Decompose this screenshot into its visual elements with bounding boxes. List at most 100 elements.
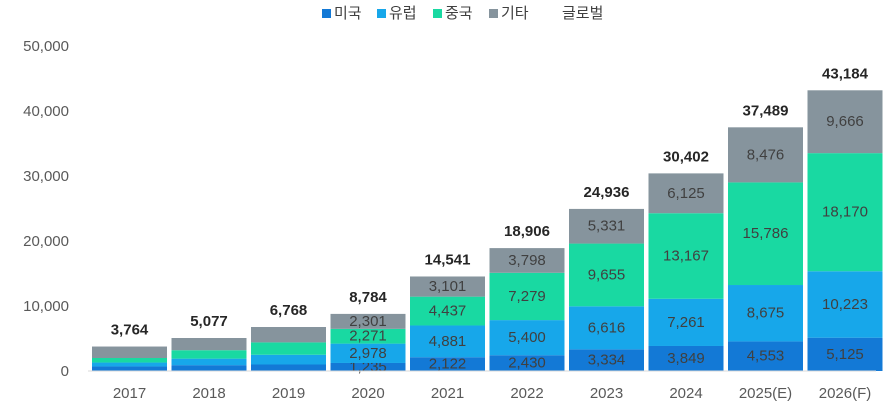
segment-value-label: 4,881 bbox=[429, 333, 467, 350]
bar-segment bbox=[489, 355, 565, 371]
total-value-label: 3,764 bbox=[111, 322, 149, 339]
total-value-label: 18,906 bbox=[504, 223, 550, 240]
segment-value-label: 18,170 bbox=[822, 204, 868, 221]
legend-swatch bbox=[377, 9, 386, 18]
bar-segment bbox=[569, 349, 644, 371]
segment-value-label: 2,122 bbox=[429, 356, 467, 373]
legend-swatch bbox=[489, 9, 498, 18]
total-value-label: 30,402 bbox=[663, 148, 709, 165]
bar-segment bbox=[251, 342, 326, 355]
bar-segment bbox=[171, 358, 247, 366]
y-tick-label: 10,000 bbox=[23, 298, 69, 315]
total-value-label: 8,784 bbox=[349, 289, 387, 306]
bar-segment bbox=[92, 362, 167, 367]
bar-segment bbox=[728, 285, 803, 342]
segment-value-label: 3,101 bbox=[429, 278, 467, 295]
segment-value-label: 8,476 bbox=[747, 146, 785, 163]
segment-value-label: 8,675 bbox=[747, 305, 785, 322]
bar-segment bbox=[728, 182, 803, 286]
segment-value-label: 5,331 bbox=[588, 218, 626, 235]
x-tick-label: 2020 bbox=[351, 385, 384, 402]
bar-segment bbox=[410, 357, 485, 371]
bar-segment bbox=[92, 366, 167, 371]
bar-segment bbox=[251, 327, 326, 343]
bar-segment bbox=[569, 243, 644, 307]
y-tick-label: 0 bbox=[61, 363, 69, 380]
bar-segment bbox=[92, 346, 167, 358]
legend-label: 글로벌 bbox=[562, 5, 603, 22]
bar-segment bbox=[807, 90, 883, 154]
bar-segment bbox=[489, 248, 565, 273]
segment-value-label: 3,334 bbox=[588, 352, 626, 369]
bar-segment bbox=[171, 350, 247, 359]
bar-segment bbox=[330, 328, 406, 344]
segment-value-label: 2,301 bbox=[349, 313, 387, 330]
segment-value-label: 2,978 bbox=[349, 345, 387, 362]
x-tick-label: 2023 bbox=[590, 385, 623, 402]
x-tick-label: 2026(F) bbox=[819, 385, 872, 402]
total-value-label: 6,768 bbox=[270, 302, 308, 319]
bar-segment bbox=[807, 153, 883, 272]
segment-value-label: 9,655 bbox=[588, 266, 626, 283]
bar-segment bbox=[330, 343, 406, 363]
bar-segment bbox=[648, 298, 724, 346]
bar-segment bbox=[92, 358, 167, 363]
segment-value-label: 2,271 bbox=[349, 328, 387, 345]
bar-segment bbox=[569, 208, 644, 244]
total-value-label: 14,541 bbox=[425, 251, 471, 268]
segment-value-label: 6,616 bbox=[588, 319, 626, 336]
bar-segment bbox=[728, 127, 803, 183]
segment-value-label: 5,400 bbox=[508, 329, 546, 346]
bar-segment bbox=[171, 365, 247, 371]
legend-label: 중국 bbox=[445, 5, 473, 22]
bar-segment bbox=[410, 325, 485, 358]
x-tick-label: 2019 bbox=[272, 385, 305, 402]
segment-value-label: 2,430 bbox=[508, 355, 546, 372]
bar-segment bbox=[410, 296, 485, 326]
segment-value-label: 3,798 bbox=[508, 252, 546, 269]
segment-value-label: 7,279 bbox=[508, 288, 546, 305]
x-tick-label: 2018 bbox=[192, 385, 225, 402]
x-tick-label: 2017 bbox=[113, 385, 146, 402]
y-tick-label: 40,000 bbox=[23, 103, 69, 120]
y-tick-label: 50,000 bbox=[23, 38, 69, 55]
legend-label: 미국 bbox=[334, 5, 362, 22]
total-value-label: 24,936 bbox=[584, 184, 630, 201]
bar-segment bbox=[648, 345, 724, 371]
total-value-label: 43,184 bbox=[822, 65, 869, 82]
legend-label: 기타 bbox=[501, 5, 529, 22]
segment-value-label: 6,125 bbox=[667, 185, 705, 202]
segment-value-label: 10,223 bbox=[822, 296, 868, 313]
legend-label: 유럽 bbox=[389, 5, 417, 22]
bar-segment bbox=[171, 337, 247, 351]
x-tick-label: 2022 bbox=[510, 385, 543, 402]
bar-segment bbox=[489, 320, 565, 356]
segment-value-label: 7,261 bbox=[667, 314, 705, 331]
y-tick-label: 30,000 bbox=[23, 168, 69, 185]
x-tick-label: 2024 bbox=[669, 385, 702, 402]
bar-segment bbox=[648, 173, 724, 214]
segment-value-label: 9,666 bbox=[826, 113, 864, 130]
bar-segment bbox=[410, 276, 485, 297]
bar-segment bbox=[330, 313, 406, 329]
total-value-label: 37,489 bbox=[743, 102, 789, 119]
legend-swatch bbox=[322, 9, 331, 18]
bar-segment bbox=[807, 271, 883, 338]
segment-value-label: 15,786 bbox=[743, 225, 789, 242]
legend-swatch bbox=[433, 9, 442, 18]
bar-segment bbox=[251, 354, 326, 365]
bar-segment bbox=[251, 364, 326, 371]
bar-segment bbox=[648, 213, 724, 299]
segment-value-label: 4,553 bbox=[747, 348, 785, 365]
segment-value-label: 5,125 bbox=[826, 346, 864, 363]
bar-segment bbox=[330, 362, 406, 371]
segment-value-label: 3,849 bbox=[667, 350, 705, 367]
y-tick-label: 20,000 bbox=[23, 233, 69, 250]
segment-value-label: 4,437 bbox=[429, 303, 467, 320]
bar-segment bbox=[728, 341, 803, 371]
bar-segment bbox=[807, 337, 883, 371]
bar-segment bbox=[569, 306, 644, 350]
total-value-label: 5,077 bbox=[190, 313, 228, 330]
